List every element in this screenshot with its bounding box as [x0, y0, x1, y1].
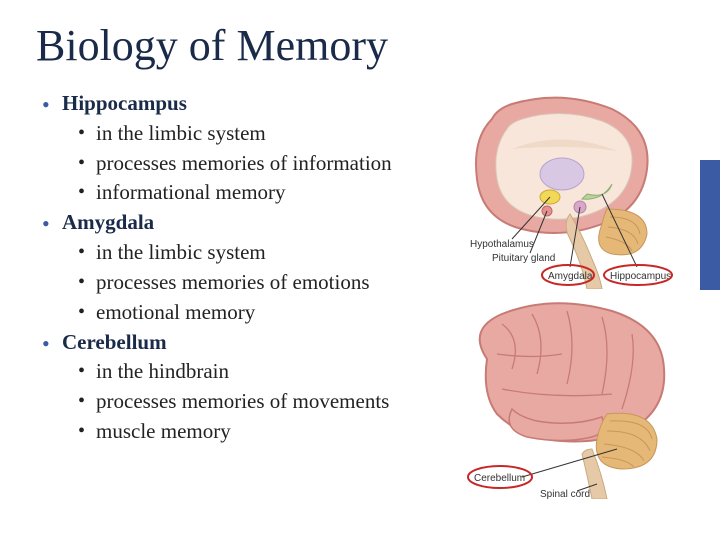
section-heading: Cerebellum: [62, 330, 167, 354]
list-item: muscle memory: [78, 417, 392, 447]
section-heading: Hippocampus: [62, 91, 187, 115]
accent-bar: [700, 160, 720, 290]
section-amygdala: Amygdala in the limbic system processes …: [42, 208, 392, 327]
page-title: Biology of Memory: [36, 20, 688, 71]
section-cerebellum: Cerebellum in the hindbrain processes me…: [42, 328, 392, 447]
sub-list: in the limbic system processes memories …: [62, 119, 392, 208]
sub-list: in the limbic system processes memories …: [62, 238, 392, 327]
sub-list: in the hindbrain processes memories of m…: [62, 357, 392, 446]
list-item: emotional memory: [78, 298, 392, 328]
list-item: informational memory: [78, 178, 392, 208]
list-item: in the limbic system: [78, 119, 392, 149]
list-item: processes memories of emotions: [78, 268, 392, 298]
list-item: in the limbic system: [78, 238, 392, 268]
brain-lateral-illustration: Cerebellum Spinal cord: [452, 299, 682, 499]
image-column: Hypothalamus Pituitary gland Amygdala Hi…: [400, 89, 688, 447]
label-cerebellum: Cerebellum: [474, 473, 525, 484]
label-hippocampus: Hippocampus: [610, 271, 671, 282]
section-heading: Amygdala: [62, 210, 154, 234]
bullet-list: Hippocampus in the limbic system process…: [36, 89, 392, 447]
section-hippocampus: Hippocampus in the limbic system process…: [42, 89, 392, 208]
label-amygdala: Amygdala: [548, 271, 593, 282]
list-item: processes memories of movements: [78, 387, 392, 417]
list-item: in the hindbrain: [78, 357, 392, 387]
list-item: processes memories of information: [78, 149, 392, 179]
brain-sagittal-illustration: Hypothalamus Pituitary gland Amygdala Hi…: [452, 89, 682, 289]
label-spinal: Spinal cord: [540, 489, 590, 499]
slide: Biology of Memory Hippocampus in the lim…: [0, 0, 720, 540]
label-pituitary: Pituitary gland: [492, 253, 555, 264]
label-hypothalamus: Hypothalamus: [470, 239, 534, 250]
content-row: Hippocampus in the limbic system process…: [36, 89, 688, 447]
text-column: Hippocampus in the limbic system process…: [36, 89, 392, 447]
